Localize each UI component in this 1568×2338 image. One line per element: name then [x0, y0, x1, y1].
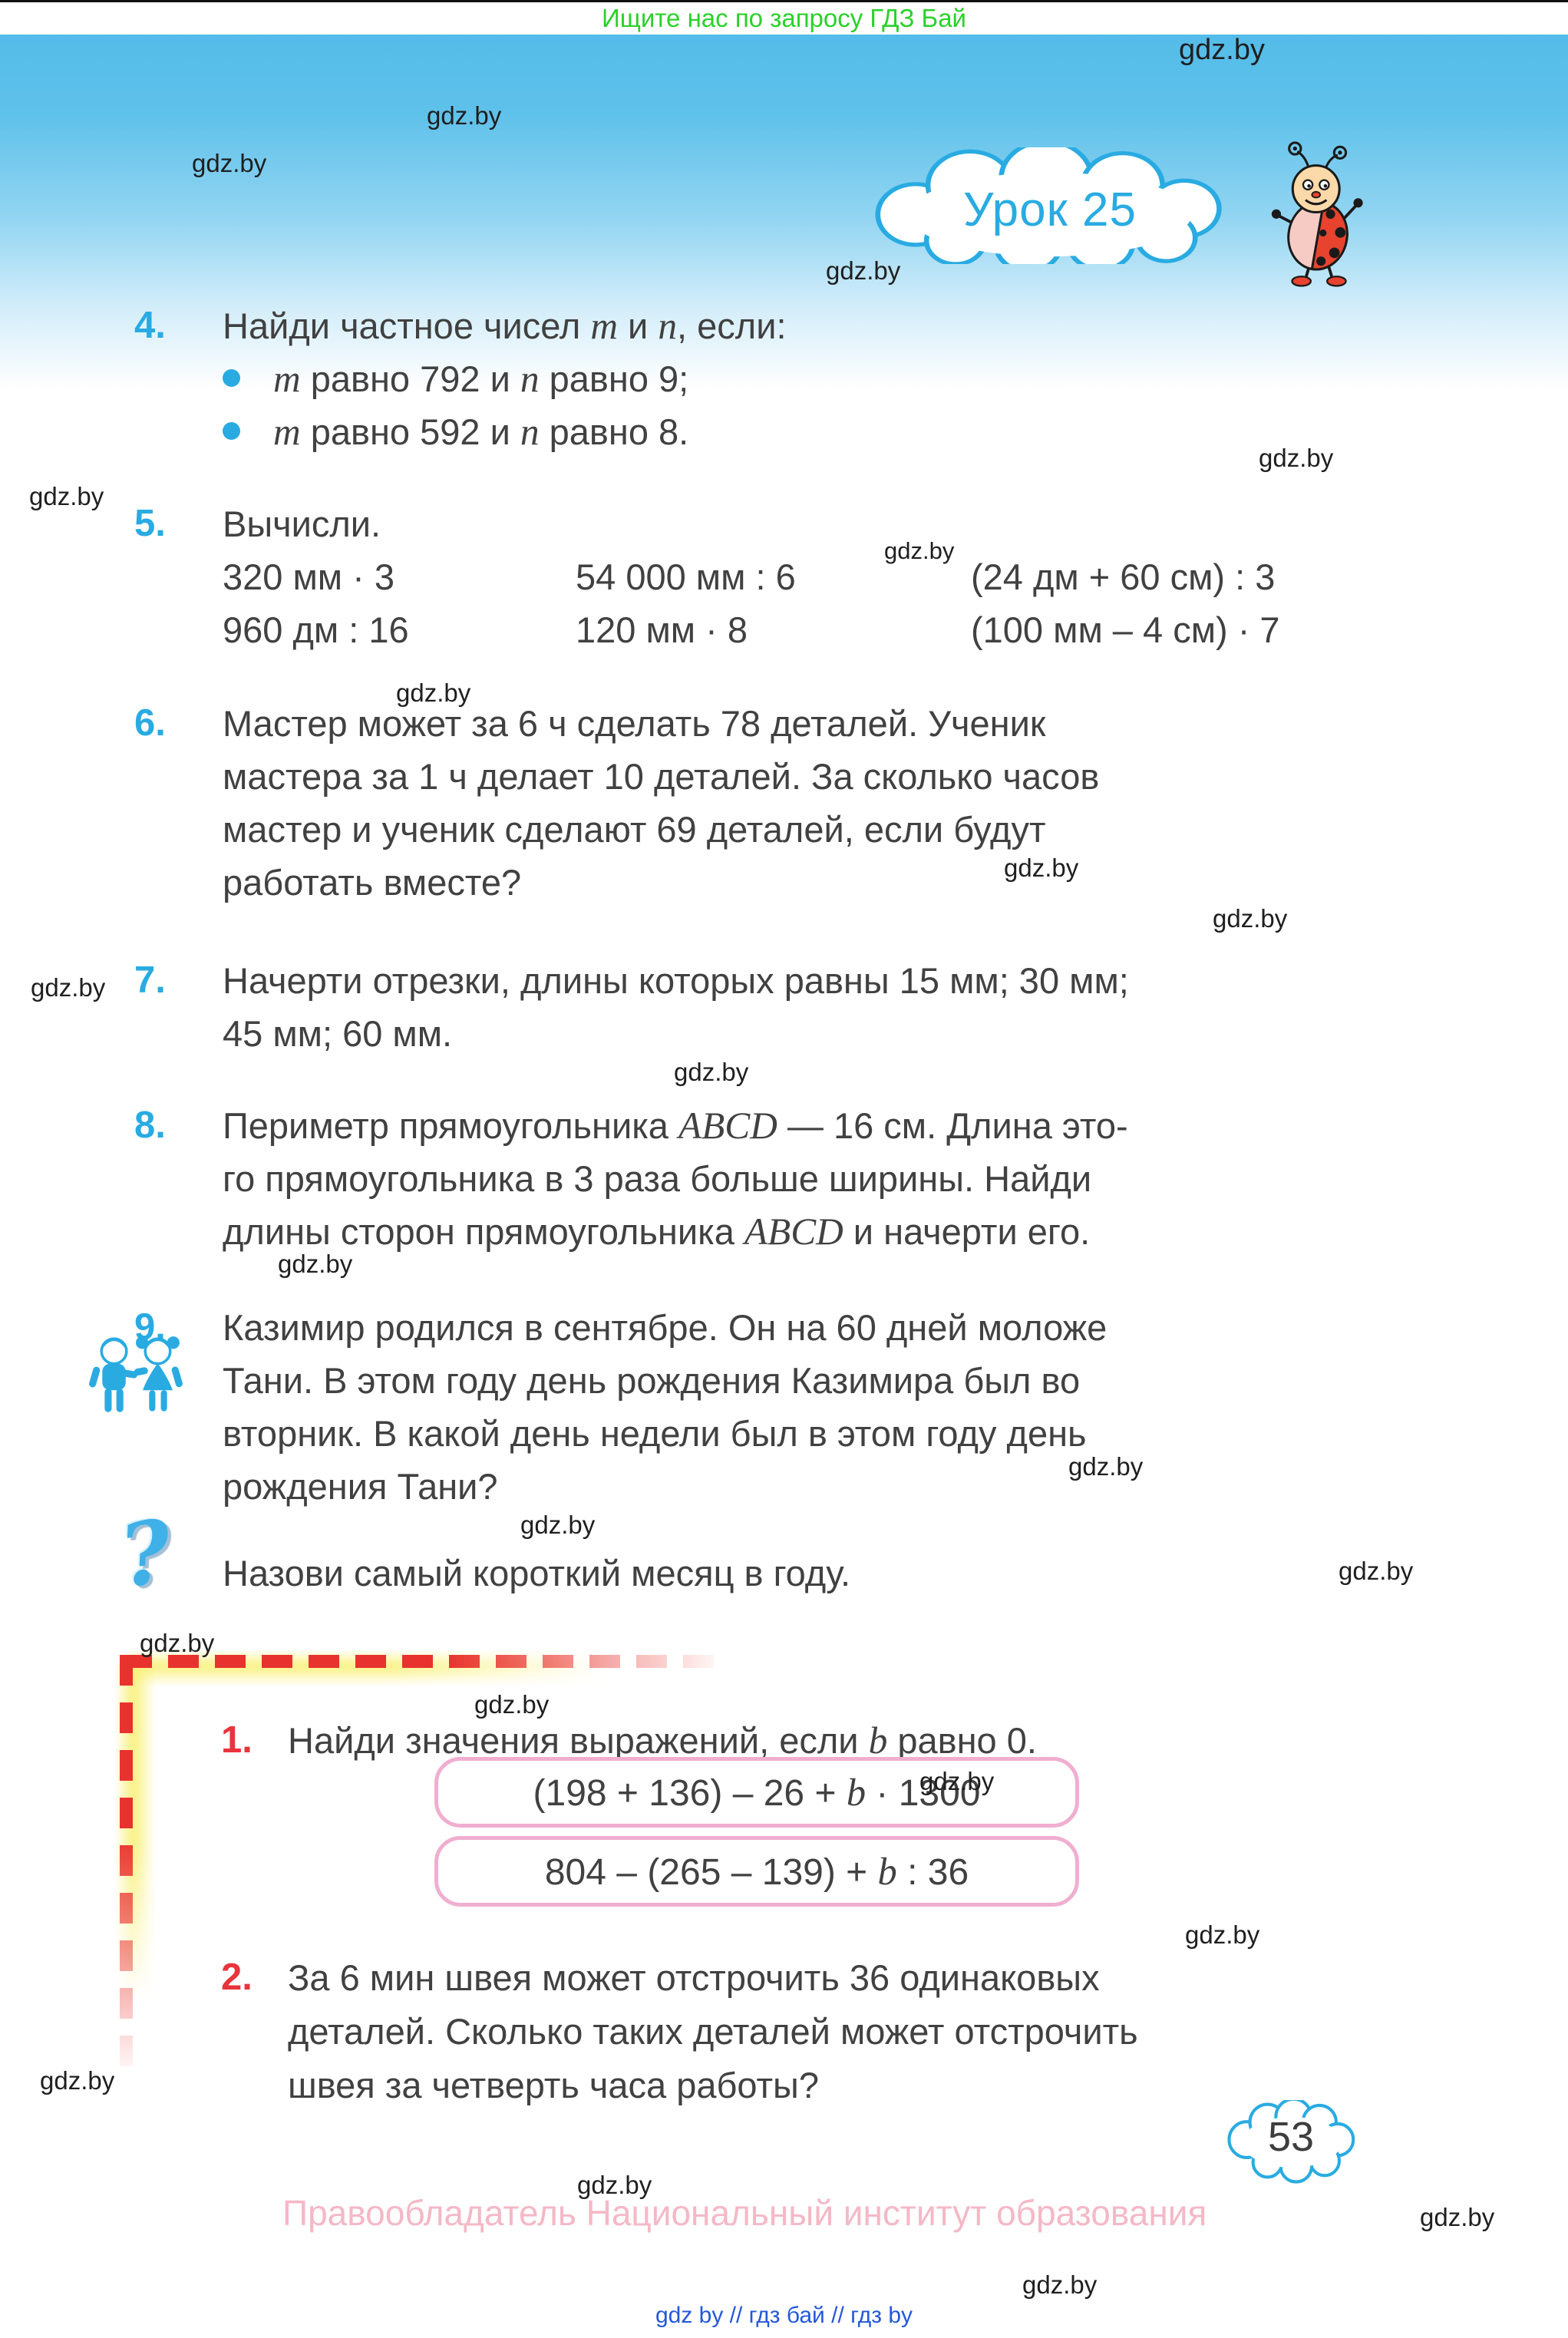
- expression: 804 – (265 – 139) + b : 36: [544, 1850, 969, 1893]
- scan-edge-top: [0, 0, 1568, 2]
- watermark: gdz.by: [1420, 2203, 1495, 2231]
- watermark: gdz.by: [31, 973, 106, 1002]
- watermark: gdz.by: [884, 537, 955, 564]
- problem-7-number: 7.: [134, 959, 166, 1001]
- bullet-text: m равно 792 и n равно 9;: [273, 358, 689, 400]
- expression: (24 дм + 60 см) : 3: [971, 556, 1276, 597]
- homework-problem-2-line: швея за четверть часа работы?: [288, 2065, 819, 2105]
- expression: 54 000 мм : 6: [576, 556, 796, 597]
- ladybug-icon: [1271, 141, 1363, 287]
- problem-6-line: Мастер может за 6 ч сделать 78 деталей. …: [223, 703, 1046, 744]
- problem-7: 7. Начерти отрезки, длины которых равны …: [134, 954, 1129, 1060]
- problem-9-line: Казимир родился в сентябре. Он на 60 дне…: [223, 1307, 1108, 1348]
- problem-5: 5. Вычисли. 320 мм · 3 54 000 мм : 6 (24 д…: [134, 497, 1280, 656]
- dashed-border-left: [120, 1655, 133, 2115]
- problem-8-line: длины сторон прямоугольника ABCD и начер…: [223, 1210, 1091, 1253]
- watermark: gdz.by: [396, 679, 471, 707]
- watermark: gdz.by: [192, 149, 267, 177]
- problem-5-title: Вычисли.: [223, 504, 381, 544]
- watermark: gdz.by: [1179, 34, 1265, 66]
- expression-box-2: 804 – (265 – 139) + b : 36: [434, 1836, 1079, 1907]
- expression: 120 мм · 8: [576, 609, 748, 650]
- problem-6-line: мастер и ученик сделают 69 деталей, если…: [223, 809, 1046, 850]
- watermark: gdz.by: [427, 101, 502, 130]
- watermark: gdz.by: [1068, 1452, 1144, 1481]
- watermark: gdz.by: [474, 1690, 550, 1719]
- problem-5-number: 5.: [134, 503, 166, 544]
- children-icon: [89, 1336, 183, 1412]
- watermark: gdz.by: [1022, 2270, 1098, 2299]
- problem-6-line: мастера за 1 ч делает 10 деталей. За ско…: [223, 756, 1100, 797]
- promo-banner: Ищите нас по запросу ГДЗ Бай: [0, 2, 1568, 35]
- problem-4-bullet-1: m равно 792 и n равно 9;: [223, 352, 787, 405]
- promo-text: Ищите нас по запросу ГДЗ Бай: [602, 4, 966, 32]
- watermark: gdz.by: [1213, 904, 1288, 933]
- bullet-text: m равно 592 и n равно 8.: [273, 411, 689, 453]
- problem-6: 6. Мастер может за 6 ч сделать 78 детале…: [134, 697, 1099, 909]
- watermark: gdz.by: [919, 1767, 995, 1795]
- problem-9: 9. Казимир родился в сентябре. Он на 60 …: [134, 1301, 1107, 1513]
- problem-6-line: работать вместе?: [223, 862, 522, 903]
- homework-problem-1: 1. Найди значения выражений, если b равн…: [221, 1714, 1037, 1767]
- problem-8-line: го прямоугольника в 3 раза больше ширины…: [223, 1158, 1092, 1199]
- expression: (100 мм – 4 см) · 7: [971, 609, 1280, 650]
- problem-8-number: 8.: [134, 1105, 166, 1146]
- problem-5-row-1: 320 мм · 3 54 000 мм : 6 (24 дм + 60 см) :…: [223, 550, 1280, 603]
- watermark: gdz.by: [577, 2171, 652, 2199]
- watermark: gdz.by: [1339, 1557, 1414, 1585]
- watermark: gdz.by: [1259, 444, 1334, 472]
- problem-7-line: 45 мм; 60 мм.: [223, 1013, 453, 1054]
- expression-box-1: (198 + 136) – 26 + b · 1300: [434, 1757, 1079, 1828]
- homework-problem-1-title: Найди значения выражений, если b равно 0…: [288, 1719, 1037, 1762]
- dashed-border-top: [121, 1655, 747, 1668]
- homework-problem-2-line: деталей. Сколько таких деталей может отс…: [288, 2011, 1138, 2052]
- question-text: Назови самый короткий месяц в году.: [223, 1553, 851, 1593]
- page-number-cloud: [1227, 2100, 1355, 2184]
- expression: 320 мм · 3: [223, 556, 395, 597]
- watermark: gdz.by: [826, 256, 901, 285]
- expression: (198 + 136) – 26 + b · 1300: [533, 1771, 981, 1814]
- problem-9-line: рождения Тани?: [223, 1466, 498, 1507]
- problem-7-line: Начерти отрезки, длины которых равны 15 …: [223, 960, 1129, 1001]
- problem-4: 4. Найди частное чисел m и n, если: m ра…: [134, 299, 787, 458]
- bullet-icon: [223, 422, 240, 441]
- homework-problem-2-number: 2.: [221, 1957, 253, 1998]
- problem-6-number: 6.: [134, 702, 166, 744]
- bullet-icon: [223, 369, 240, 388]
- homework-problem-1-number: 1.: [221, 1719, 253, 1761]
- watermark: gdz.by: [1185, 1920, 1260, 1949]
- problem-8-line: Периметр прямоугольника ABCD — 16 см. Дл…: [223, 1105, 1128, 1147]
- homework-problem-2-line: За 6 мин швея может отстрочить 36 одинак…: [288, 1957, 1100, 1998]
- watermark: gdz.by: [520, 1511, 596, 1539]
- lesson-title: Урок 25: [963, 183, 1137, 236]
- expression: 960 дм : 16: [223, 609, 409, 650]
- problem-9-line: вторник. В какой день недели был в этом …: [223, 1413, 1087, 1454]
- watermark: gdz.by: [29, 482, 104, 510]
- watermark: gdz.by: [278, 1250, 353, 1278]
- watermark: gdz.by: [674, 1058, 749, 1086]
- homework-problem-2: 2. За 6 мин швея может отстрочить 36 оди…: [221, 1951, 1138, 2112]
- question-mark-icon: ?: [114, 1501, 178, 1608]
- watermark: gdz.by: [40, 2066, 115, 2095]
- problem-4-bullet-2: m равно 592 и n равно 8.: [223, 405, 787, 458]
- lesson-cloud-shape: [875, 147, 1222, 264]
- problem-9-line: Тани. В этом году день рождения Казимира…: [223, 1360, 1081, 1401]
- problem-4-title: Найди частное чисел m и n, если:: [223, 305, 787, 347]
- watermark: gdz.by: [1004, 854, 1079, 882]
- problem-4-number: 4.: [134, 305, 166, 346]
- footer-links[interactable]: gdz by // гдз бай // гдз by: [655, 2303, 913, 2328]
- watermark: gdz.by: [140, 1629, 215, 1657]
- problem-8: 8. Периметр прямоугольника ABCD — 16 см.…: [134, 1099, 1128, 1258]
- problem-5-row-2: 960 дм : 16 120 мм · 8 (100 мм – 4 см) · 7: [223, 603, 1280, 656]
- page-number: 53: [1267, 2114, 1315, 2160]
- copyright-text: Правообладатель Национальный институт об…: [282, 2193, 1207, 2233]
